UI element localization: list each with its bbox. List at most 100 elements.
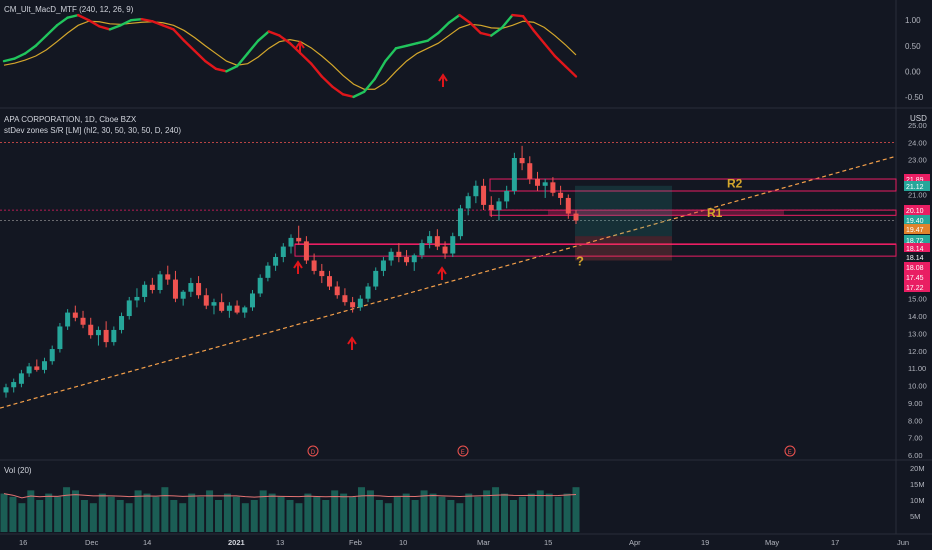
volume-bar: [420, 490, 428, 532]
candle-body: [380, 260, 386, 271]
macd-line-segment: [225, 65, 239, 73]
macd-line-segment: [373, 59, 387, 81]
volume-bar: [375, 500, 383, 532]
macd-axis-tick: 0.50: [905, 42, 921, 51]
volume-bar: [304, 493, 312, 532]
candle-body: [558, 192, 564, 198]
time-axis-tick: 13: [276, 538, 284, 547]
candle-body: [473, 185, 479, 197]
price-badge: [904, 272, 930, 282]
volume-bar: [223, 493, 231, 532]
macd-line-segment: [511, 13, 525, 18]
volume-bar: [411, 500, 419, 532]
volume-bar: [143, 493, 151, 532]
volume-bar: [18, 503, 26, 532]
volume-bar: [465, 493, 473, 532]
price-axis-tick: 25.00: [908, 121, 927, 130]
volume-bar: [72, 490, 79, 532]
candle-body: [404, 257, 410, 263]
time-axis-tick: 2021: [228, 538, 245, 547]
price-badge-text: 18.08: [906, 265, 924, 272]
macd-line-segment: [543, 42, 557, 58]
macd-line-segment: [235, 52, 249, 68]
macd-line-segment: [246, 39, 260, 55]
candle-body: [519, 158, 525, 164]
volume-bar: [358, 487, 365, 532]
macd-line-segment: [288, 42, 302, 55]
volume-bar: [545, 493, 553, 532]
macd-line-segment: [13, 52, 27, 60]
time-axis-tick: Apr: [629, 538, 641, 547]
macd-line-segment: [182, 39, 196, 53]
event-marker-label: E: [461, 450, 465, 456]
candle-body: [57, 326, 63, 350]
price-axis-tick: 13.00: [908, 329, 927, 338]
macd-line-segment: [214, 67, 228, 73]
volume-moving-average: [3, 493, 577, 499]
time-axis-tick: Feb: [349, 538, 362, 547]
buy-signal-arrow: [438, 73, 448, 87]
volume-bar: [36, 500, 44, 532]
macd-line-segment: [267, 30, 281, 37]
macd-line-segment: [119, 19, 133, 27]
volume-bar: [63, 487, 71, 532]
candle-body: [450, 236, 456, 254]
time-axis-tick: Mar: [477, 538, 490, 547]
volume-bar: [179, 503, 187, 532]
price-badge: [904, 243, 930, 253]
volume-axis-tick: 5M: [910, 512, 920, 521]
macd-line-segment: [76, 13, 90, 22]
buy-signal-arrow: [437, 266, 447, 280]
price-badge-text: 21.89: [906, 177, 924, 184]
candle-body: [26, 366, 32, 374]
macd-line-segment: [532, 29, 546, 45]
macd-line-segment: [45, 24, 59, 37]
buy-signal-arrow: [347, 336, 357, 350]
volume-bar: [340, 493, 348, 532]
volume-bar: [536, 490, 544, 532]
candle-body: [496, 201, 502, 211]
price-axis-tick: 15.00: [908, 295, 927, 304]
volume-bar: [483, 490, 491, 532]
macd-line-segment: [394, 44, 408, 50]
volume-bar: [384, 503, 392, 532]
price-badge-text: 20.10: [906, 208, 924, 215]
candle-body: [18, 373, 24, 384]
volume-axis-tick: 20M: [910, 464, 925, 473]
macd-line-segment: [98, 25, 112, 31]
volume-bar: [9, 496, 17, 532]
volume-bar: [268, 493, 276, 532]
time-axis-tick: 16: [19, 538, 27, 547]
volume-bar: [277, 496, 285, 532]
macd-line-segment: [468, 21, 482, 35]
candle-body: [119, 316, 125, 330]
candle-body: [296, 237, 302, 242]
price-badge-text: 18.14: [906, 255, 924, 262]
macd-line-segment: [500, 13, 514, 30]
macd-line-segment: [140, 18, 154, 23]
candle-body: [103, 329, 109, 343]
price-axis-tick: 14.00: [908, 312, 927, 321]
candle-body: [334, 286, 340, 296]
r1-highlight: [548, 210, 784, 216]
candle-body: [172, 279, 178, 299]
volume-bar: [563, 493, 571, 532]
event-marker-label: E: [788, 450, 792, 456]
candle-body: [511, 158, 517, 191]
candle-body: [319, 270, 325, 277]
time-axis-tick: Jun: [897, 538, 909, 547]
volume-bar: [45, 493, 53, 532]
macd-axis-tick: 0.00: [905, 67, 921, 76]
macd-line-segment: [204, 59, 218, 70]
volume-bar: [438, 496, 446, 532]
macd-line-segment: [129, 18, 143, 22]
stop-box: [575, 236, 672, 261]
price-axis-tick: 23.00: [908, 156, 927, 165]
volume-bar: [232, 496, 240, 532]
macd-line-segment: [479, 31, 493, 37]
price-badge: [904, 252, 930, 262]
macd-line-segment: [437, 21, 451, 35]
macd-line-segment: [2, 57, 16, 63]
volume-bar: [313, 496, 321, 532]
